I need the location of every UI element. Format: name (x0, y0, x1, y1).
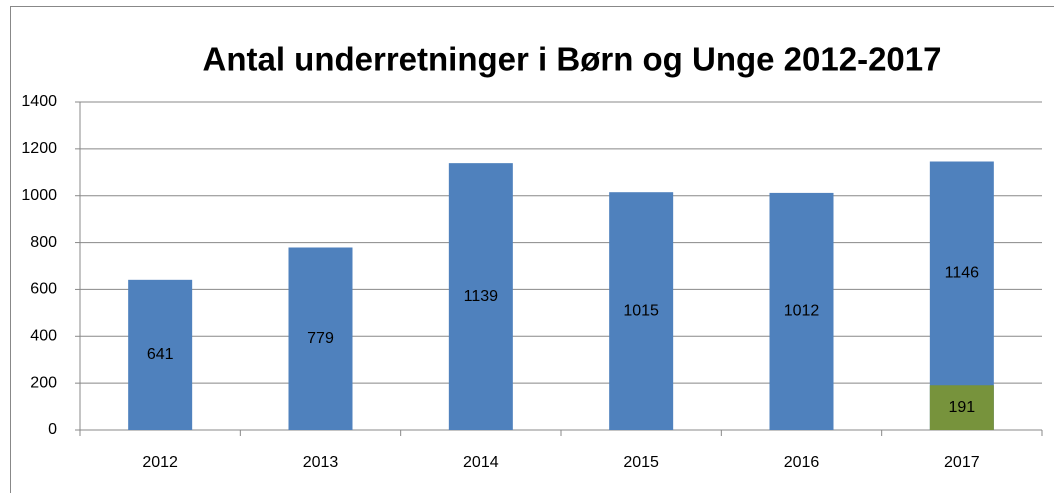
y-tick-label: 0 (48, 421, 57, 438)
data-label: 1012 (784, 303, 820, 320)
x-tick-label: 2014 (463, 454, 499, 471)
data-label: 1146 (945, 265, 980, 282)
y-tick-label: 1400 (21, 93, 57, 110)
x-tick-label: 2015 (623, 454, 659, 471)
y-tick-label: 1200 (21, 140, 57, 157)
y-tick-label: 600 (30, 281, 57, 298)
y-tick-label: 200 (30, 374, 57, 391)
bar (929, 385, 994, 430)
y-tick-label: 400 (30, 328, 57, 345)
y-tick-label: 800 (30, 234, 57, 251)
chart-frame (10, 6, 1054, 493)
data-label: 779 (307, 330, 334, 347)
y-tick-label: 1000 (21, 187, 57, 204)
data-label: 1139 (464, 288, 499, 305)
bar (609, 192, 674, 430)
x-tick-label: 2017 (944, 454, 980, 471)
data-label: 1015 (623, 302, 659, 319)
bar (769, 192, 834, 430)
x-tick-label: 2013 (303, 454, 339, 471)
bar (288, 247, 353, 430)
data-label: 191 (948, 399, 975, 416)
data-label: 641 (147, 346, 174, 363)
bar (128, 279, 193, 430)
bar (448, 163, 513, 431)
x-tick-label: 2012 (142, 454, 178, 471)
x-tick-label: 2016 (784, 454, 820, 471)
chart-title: Antal underretninger i Børn og Unge 2012… (203, 41, 942, 78)
